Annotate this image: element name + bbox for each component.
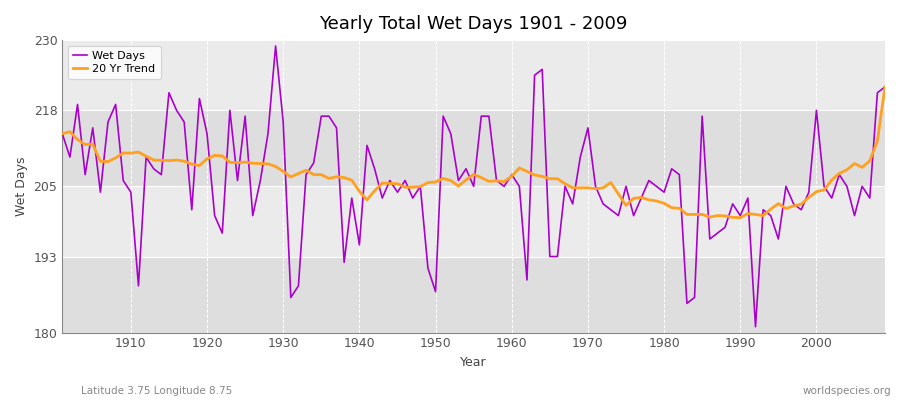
X-axis label: Year: Year (460, 356, 487, 369)
20 Yr Trend (598, 186, 608, 190)
Title: Yearly Total Wet Days 1901 - 2009: Yearly Total Wet Days 1901 - 2009 (320, 15, 628, 33)
20 Yr Trend (735, 215, 746, 220)
Y-axis label: Wet Days: Wet Days (15, 156, 28, 216)
20 Yr Trend (285, 174, 296, 179)
20 Yr Trend (118, 150, 129, 155)
Text: worldspecies.org: worldspecies.org (803, 386, 891, 396)
Legend: Wet Days, 20 Yr Trend: Wet Days, 20 Yr Trend (68, 46, 161, 79)
Bar (62, 186, 885, 256)
Wet Days (118, 178, 129, 183)
Line: 20 Yr Trend: 20 Yr Trend (62, 87, 885, 218)
Wet Days (338, 260, 349, 265)
20 Yr Trend (879, 84, 890, 89)
20 Yr Trend (331, 174, 342, 179)
Wet Days (57, 131, 68, 136)
20 Yr Trend (507, 174, 517, 178)
Wet Days (270, 44, 281, 48)
Text: Latitude 3.75 Longitude 8.75: Latitude 3.75 Longitude 8.75 (81, 386, 232, 396)
Wet Days (750, 324, 760, 329)
Wet Days (606, 207, 616, 212)
20 Yr Trend (499, 179, 509, 184)
Wet Days (514, 184, 525, 189)
Line: Wet Days: Wet Days (62, 46, 885, 327)
Wet Days (507, 172, 517, 177)
Wet Days (293, 283, 304, 288)
20 Yr Trend (57, 131, 68, 136)
Bar (62, 40, 885, 110)
Bar (62, 256, 885, 332)
Wet Days (879, 84, 890, 89)
Bar (62, 110, 885, 186)
